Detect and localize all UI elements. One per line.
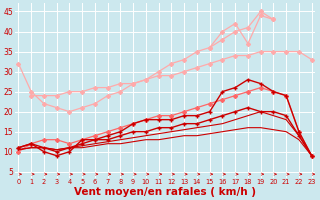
X-axis label: Vent moyen/en rafales ( km/h ): Vent moyen/en rafales ( km/h ) [74, 187, 256, 197]
